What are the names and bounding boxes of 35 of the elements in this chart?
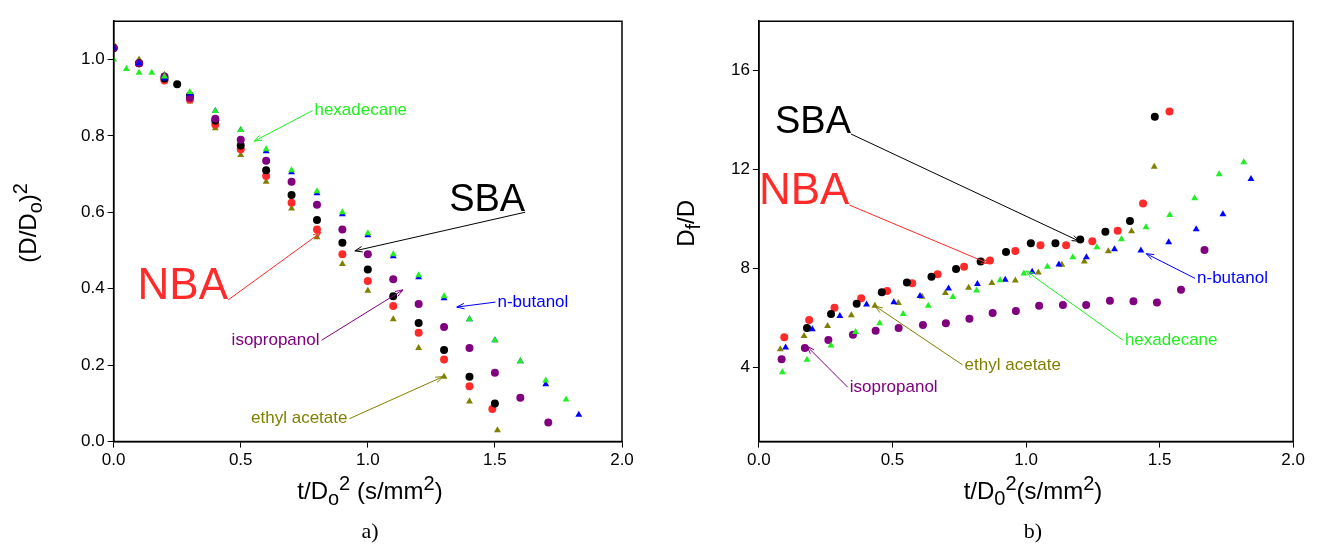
text: hexadecane: [314, 100, 408, 120]
y-tick-label: 4: [740, 357, 750, 377]
y-tick-label: 0.6: [80, 201, 105, 221]
text: ethyl acetate: [251, 408, 348, 428]
y-tick-label: 0.2: [80, 354, 105, 374]
text: isopropanol: [231, 330, 320, 350]
x-axis-title: t/D$_{o}$$^{2}$ (s/mm$^{2}$): [296, 472, 444, 510]
text: hexadecane: [1124, 329, 1218, 349]
x-tick-label: 0.5: [228, 450, 253, 470]
legend-label: n-butanol: [497, 291, 569, 311]
text: ethyl acetate: [964, 354, 1062, 374]
y-tick-label: 16: [730, 60, 750, 80]
y-tick-label: 12: [730, 159, 750, 179]
text: SBA: [449, 177, 526, 220]
y-tick-label: 0.4: [80, 278, 105, 298]
x-tick-label: 1.0: [356, 450, 380, 470]
y-tick-label: 8: [740, 258, 750, 278]
series-label: NBA: [137, 258, 229, 308]
x-tick-label: 1.5: [483, 450, 507, 470]
y-tick-label: 1.0: [80, 49, 105, 69]
y-tick-label: 0.0: [80, 431, 105, 451]
x-tick-label: 1.0: [1014, 450, 1038, 470]
series-label: NBA: [758, 163, 851, 213]
text: SBA: [774, 99, 852, 142]
x-tick-label: 2.0: [610, 450, 634, 470]
text: b): [1022, 518, 1044, 544]
text: a): [360, 518, 380, 544]
text: isopropanol: [849, 376, 938, 396]
y-tick-label: 0.8: [80, 125, 105, 145]
x-tick-label: 2.0: [1281, 450, 1305, 470]
x-tick-label: 0.0: [101, 450, 126, 470]
x-tick-label: 1.5: [1147, 450, 1172, 470]
x-axis-title: t/D$_{0}$$^{2}$(s/mm$^{2}$): [962, 472, 1104, 510]
x-tick-label: 0.5: [880, 450, 905, 470]
legend-label: n-butanol: [1197, 268, 1268, 288]
